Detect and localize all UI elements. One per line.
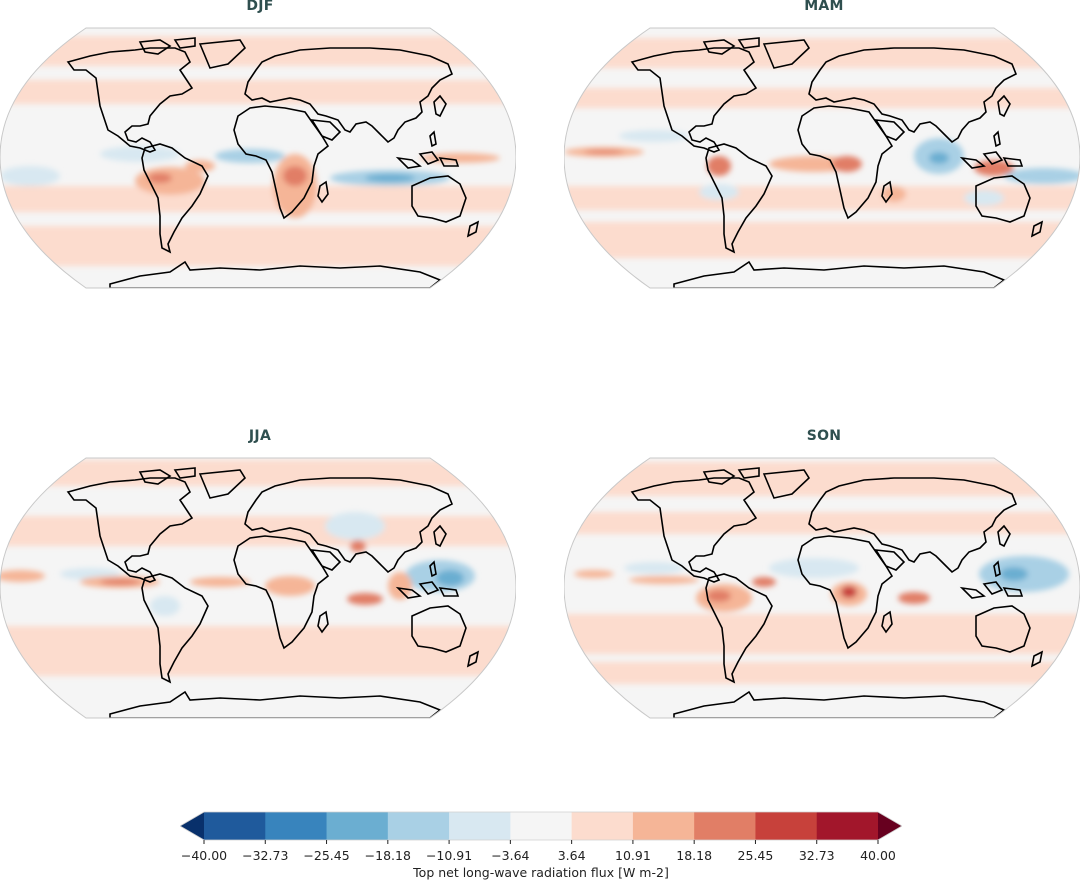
colorbar — [180, 811, 902, 844]
panel-jja: JJA — [0, 428, 520, 730]
panel-son: SON — [564, 428, 1082, 730]
panel-title-djf: DJF — [246, 0, 274, 14]
panel-djf: DJF — [0, 0, 520, 300]
map-jja — [0, 457, 516, 719]
colorbar-tick-label: 25.45 — [737, 848, 774, 863]
colorbar-tick-label: −3.64 — [491, 848, 530, 863]
colorbar-segment — [816, 812, 879, 840]
colorbar-segment — [755, 812, 818, 840]
map-djf — [0, 27, 516, 289]
panel-title-son: SON — [806, 428, 842, 444]
colorbar-extend-min — [180, 812, 204, 840]
colorbar-tick-label: −40.00 — [180, 848, 228, 863]
colorbar-segment — [265, 812, 328, 840]
colorbar-segment — [571, 812, 634, 840]
colorbar-tick-label: −10.91 — [425, 848, 473, 863]
colorbar-ticks: −40.00 −32.73 −25.45 −18.18 −10.91 −3.64 3.64 1… — [180, 848, 902, 864]
map-son — [564, 457, 1080, 719]
colorbar-tick-label: −25.45 — [303, 848, 350, 863]
colorbar-tick-label: 3.64 — [557, 848, 586, 863]
colorbar-label: Top net long-wave radiation flux [W m-2] — [413, 865, 669, 880]
colorbar-segment — [694, 812, 756, 840]
panel-title-jja: JJA — [248, 428, 272, 444]
colorbar-tick-label: 32.73 — [798, 848, 835, 863]
colorbar-segment — [449, 812, 511, 840]
colorbar-segment — [204, 812, 266, 840]
colorbar-tick-label: 10.91 — [615, 848, 651, 863]
panel-title-mam: MAM — [804, 0, 844, 14]
colorbar-tick-label: 40.00 — [860, 848, 896, 863]
map-mam — [564, 27, 1080, 289]
colorbar-segment — [326, 812, 389, 840]
panel-mam: MAM — [564, 0, 1082, 300]
colorbar-tick-label: −32.73 — [242, 848, 289, 863]
colorbar-tick-label: −18.18 — [364, 848, 411, 863]
colorbar-segment — [632, 812, 695, 840]
colorbar-extend-max — [878, 812, 902, 840]
colorbar-segment — [510, 812, 573, 840]
colorbar-segment — [387, 812, 450, 840]
colorbar-tick-label: 18.18 — [676, 848, 713, 863]
